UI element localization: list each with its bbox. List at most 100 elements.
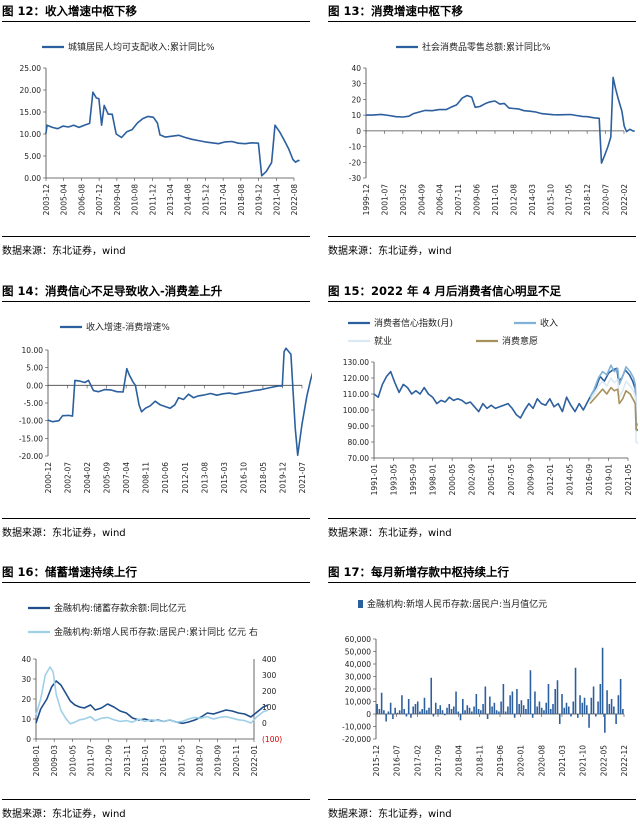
x-tick-label: 2016-09 bbox=[585, 464, 594, 496]
bar bbox=[410, 714, 412, 718]
bar bbox=[387, 711, 390, 714]
x-tick-label: 1999-12 bbox=[362, 184, 371, 216]
bar bbox=[527, 699, 529, 714]
bar bbox=[475, 694, 478, 714]
x-tick-label: 2008-01 bbox=[32, 745, 41, 777]
bar bbox=[401, 695, 403, 714]
x-tick-label: 2009-06 bbox=[473, 184, 482, 216]
y-tick-label: 10.00 bbox=[22, 346, 44, 355]
title-rule bbox=[328, 301, 636, 302]
x-tick-label: 2022-05 bbox=[599, 745, 608, 777]
bar bbox=[572, 701, 575, 714]
x-tick-label: 2019-06 bbox=[496, 745, 505, 777]
x-tick-label: 1993-05 bbox=[390, 464, 399, 496]
bar bbox=[610, 699, 613, 714]
legend-label: 金融机构:储蓄存款余额:同比亿元 bbox=[54, 602, 186, 614]
bar bbox=[613, 706, 615, 714]
bar bbox=[525, 709, 527, 714]
y-tick-label: 40 bbox=[351, 64, 361, 73]
bar bbox=[608, 704, 611, 714]
x-tick-label: 2017-09 bbox=[434, 745, 443, 777]
figure-17: 图 17：每月新增存款中枢持续上行 金融机构:新增人民币存款:居民户:当月值亿元… bbox=[328, 563, 638, 824]
x-tick-label: 2017-05 bbox=[565, 184, 574, 216]
bar bbox=[579, 695, 581, 714]
x-tick-label: 2002-09 bbox=[468, 464, 477, 496]
data-source: 数据来源：东北证券，wind bbox=[2, 809, 126, 820]
x-tick-label: 1995-09 bbox=[409, 464, 418, 496]
bar bbox=[480, 710, 482, 714]
bar bbox=[545, 702, 548, 714]
x-tick-label: 2007-04 bbox=[122, 462, 131, 494]
bar bbox=[513, 714, 516, 718]
bar bbox=[405, 714, 408, 717]
bar bbox=[389, 702, 392, 714]
legend-label: 就业 bbox=[374, 335, 392, 347]
bar bbox=[392, 714, 394, 719]
source-rule bbox=[2, 799, 310, 800]
x-tick-label: 2020-01 bbox=[517, 745, 526, 777]
y2-tick-label: 100 bbox=[262, 703, 277, 712]
x-tick-label: 2021-04 bbox=[272, 184, 281, 216]
bar bbox=[439, 705, 442, 714]
bar bbox=[583, 697, 586, 714]
legend-label: 金融机构:新增人民币存款:居民户:当月值亿元 bbox=[367, 598, 547, 610]
bar bbox=[522, 705, 525, 714]
x-tick-label: 2010-08 bbox=[131, 184, 140, 216]
bar bbox=[543, 710, 545, 714]
legend-label: 城镇居民人均可支配收入:累计同比% bbox=[68, 41, 215, 53]
bar bbox=[443, 714, 446, 716]
figure-12: 图 12：收入增速中枢下移 城镇居民人均可支配收入:累计同比% 0.00 5.00 1… bbox=[2, 2, 312, 264]
x-tick-label: 2016-03 bbox=[159, 745, 168, 777]
figure-title: 图 15：2022 年 4 月后消费者信心明显不足 bbox=[328, 284, 562, 298]
y-tick-label: 20 bbox=[21, 695, 31, 704]
bar bbox=[509, 695, 511, 714]
x-tick-label: 2019-12 bbox=[255, 184, 264, 216]
bar bbox=[570, 714, 572, 717]
bar bbox=[464, 710, 466, 714]
y2-tick-label: 400 bbox=[262, 655, 277, 664]
y-tick-label: 0.00 bbox=[26, 381, 43, 390]
series-line bbox=[589, 377, 638, 445]
legend-label: 消费者信心指数(月) bbox=[374, 317, 453, 329]
x-tick-label: 1991-01 bbox=[370, 464, 379, 496]
bar bbox=[590, 697, 593, 714]
x-tick-label: 2010-06 bbox=[161, 462, 170, 494]
x-tick-label: 2007-11 bbox=[454, 184, 463, 216]
source-rule bbox=[328, 236, 636, 237]
x-tick-label: 2016-07 bbox=[393, 745, 402, 777]
y-tick-label: -10,000 bbox=[342, 723, 371, 732]
legend-label: 收入增速-消费增速% bbox=[86, 321, 170, 333]
x-tick-label: 2018-05 bbox=[259, 462, 268, 494]
x-tick-label: 2005-09 bbox=[103, 462, 112, 494]
x-tick-label: 2011-12 bbox=[148, 184, 157, 216]
bar bbox=[398, 710, 401, 714]
bar bbox=[558, 714, 561, 724]
bar bbox=[502, 684, 505, 714]
figure-14: 图 14：消费信心不足导致收入-消费差上升 收入增速-消费增速% -20.00 -1… bbox=[2, 282, 312, 544]
x-tick-label: 2004-02 bbox=[83, 462, 92, 494]
bar bbox=[597, 701, 599, 714]
y-tick-label: 50,000 bbox=[345, 648, 371, 657]
bar bbox=[437, 709, 439, 714]
figure-title: 图 16：储蓄增速持续上行 bbox=[2, 565, 138, 579]
y-tick-label: 0 bbox=[356, 127, 361, 136]
bar bbox=[441, 710, 444, 714]
bar bbox=[604, 714, 606, 733]
bar bbox=[500, 701, 502, 714]
bar bbox=[563, 707, 566, 714]
bar bbox=[581, 702, 584, 714]
x-tick-label: 2015-10 bbox=[546, 184, 555, 216]
y-tick-label: -10 bbox=[349, 143, 361, 152]
bar bbox=[468, 707, 471, 714]
y-tick-label: 40 bbox=[21, 655, 31, 664]
y-tick-label: -5.00 bbox=[24, 399, 44, 408]
bar bbox=[376, 704, 378, 714]
x-tick-label: 2017-05 bbox=[177, 745, 186, 777]
y-tick-label: 10.00 bbox=[20, 130, 42, 139]
bar bbox=[412, 706, 414, 714]
retail-sales-line-chart: 社会消费品零售总额:累计同比% -30 -20 -10 0 10 20 30 40 1999-12… bbox=[349, 41, 635, 216]
bar bbox=[606, 690, 608, 714]
bar bbox=[491, 706, 493, 714]
y-tick-label: 90.00 bbox=[348, 422, 370, 431]
